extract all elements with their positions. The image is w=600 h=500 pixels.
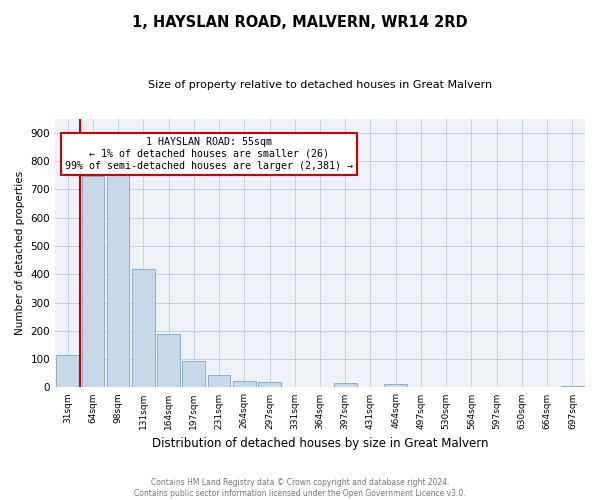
- Text: 1, HAYSLAN ROAD, MALVERN, WR14 2RD: 1, HAYSLAN ROAD, MALVERN, WR14 2RD: [132, 15, 468, 30]
- X-axis label: Distribution of detached houses by size in Great Malvern: Distribution of detached houses by size …: [152, 437, 488, 450]
- Bar: [107, 175, 130, 388]
- Bar: [561, 386, 584, 388]
- Bar: [157, 334, 180, 388]
- Bar: [334, 383, 356, 388]
- Bar: [208, 374, 230, 388]
- Bar: [132, 268, 155, 388]
- Bar: [182, 361, 205, 388]
- Bar: [385, 384, 407, 388]
- Y-axis label: Number of detached properties: Number of detached properties: [15, 171, 25, 335]
- Text: 1 HAYSLAN ROAD: 55sqm
← 1% of detached houses are smaller (26)
99% of semi-detac: 1 HAYSLAN ROAD: 55sqm ← 1% of detached h…: [65, 138, 353, 170]
- Bar: [233, 381, 256, 388]
- Bar: [56, 356, 79, 388]
- Text: Contains HM Land Registry data © Crown copyright and database right 2024.
Contai: Contains HM Land Registry data © Crown c…: [134, 478, 466, 498]
- Bar: [258, 382, 281, 388]
- Title: Size of property relative to detached houses in Great Malvern: Size of property relative to detached ho…: [148, 80, 492, 90]
- Bar: [82, 176, 104, 388]
